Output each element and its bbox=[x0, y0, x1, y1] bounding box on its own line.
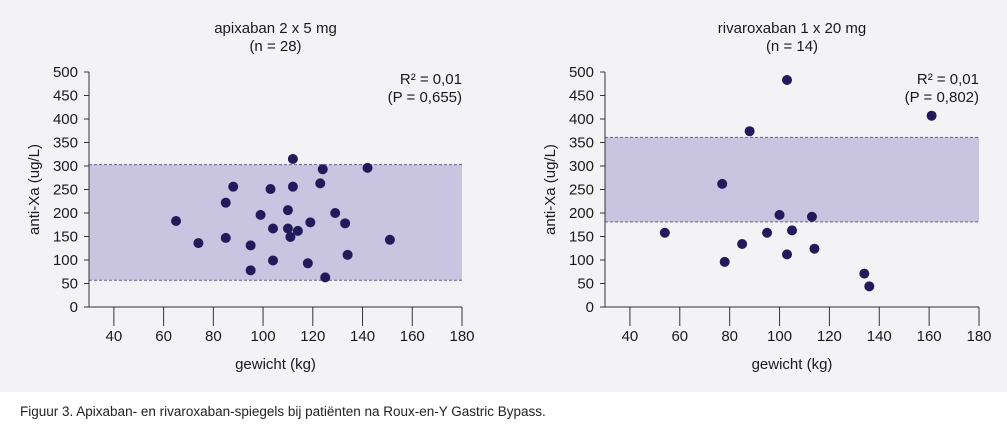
chart1-y-tick-label: 200 bbox=[53, 205, 78, 222]
chart1-data-point bbox=[342, 249, 353, 260]
chart1-y-tick-label: 450 bbox=[53, 88, 78, 105]
chart1-x-tick-label: 140 bbox=[350, 328, 375, 345]
chart1-y-tick-label: 50 bbox=[61, 276, 78, 293]
chart2-data-point bbox=[782, 249, 793, 260]
chart1-y-axis-label: anti-Xa (ug/L) bbox=[26, 144, 43, 235]
chart1-x-tick-label: 100 bbox=[251, 328, 276, 345]
chart2-x-tick-label: 160 bbox=[917, 328, 942, 345]
chart1-data-point bbox=[340, 218, 351, 229]
chart2-x-tick-label: 40 bbox=[622, 328, 639, 345]
chart1-data-point bbox=[220, 197, 231, 208]
chart1-data-point bbox=[220, 232, 231, 243]
figure-caption: Figuur 3. Apixaban- en rivaroxaban-spieg… bbox=[20, 404, 546, 419]
chart1-y-tick-label: 100 bbox=[53, 252, 78, 269]
chart1-y-tick-label: 350 bbox=[53, 135, 78, 152]
chart2-data-point bbox=[806, 211, 817, 222]
chart1-y-tick-label: 250 bbox=[53, 182, 78, 199]
chart1-data-point bbox=[330, 208, 341, 218]
chart1-data-point bbox=[282, 205, 293, 216]
chart2-x-tick-label: 100 bbox=[767, 328, 792, 345]
chart1-data-point bbox=[302, 258, 313, 269]
chart2-data-point bbox=[659, 227, 670, 238]
chart2-x-axis-label: gewicht (kg) bbox=[752, 356, 833, 373]
chart2-x-tick-label: 180 bbox=[966, 328, 991, 345]
chart1-data-point bbox=[292, 225, 303, 236]
chart1-x-tick-label: 180 bbox=[449, 328, 474, 345]
chart2-title: rivaroxaban 1 x 20 mg bbox=[718, 20, 866, 37]
chart1-x-tick-label: 40 bbox=[106, 328, 123, 345]
chart1-x-tick-label: 120 bbox=[300, 328, 325, 345]
chart2-x-tick-label: 60 bbox=[671, 328, 688, 345]
chart1-title: apixaban 2 x 5 mg bbox=[214, 20, 337, 37]
chart1-x-tick-label: 160 bbox=[400, 328, 425, 345]
chart2-data-point bbox=[774, 209, 785, 220]
chart1-data-point bbox=[268, 223, 279, 234]
chart2-data-point bbox=[782, 74, 793, 85]
chart2-y-tick-label: 200 bbox=[569, 205, 594, 222]
chart2-y-tick-label: 500 bbox=[569, 64, 594, 81]
chart1-data-point bbox=[282, 223, 293, 234]
chart2-data-point bbox=[737, 239, 748, 250]
chart2-x-tick-label: 80 bbox=[721, 328, 738, 345]
chart1-y-tick-label: 500 bbox=[53, 64, 78, 81]
chart1-data-point bbox=[287, 153, 298, 164]
chart2-reference-band bbox=[605, 137, 979, 222]
chart2-y-tick-label: 150 bbox=[569, 229, 594, 246]
chart1-data-point bbox=[384, 234, 395, 245]
chart2-data-point bbox=[787, 225, 797, 236]
chart2-annotation-r2: R² = 0,01 bbox=[917, 71, 979, 88]
chart1-data-point bbox=[320, 272, 331, 283]
chart2-annotation-p: (P = 0,802) bbox=[905, 89, 979, 106]
chart1-x-tick-label: 60 bbox=[155, 328, 172, 345]
chart2-subtitle: (n = 14) bbox=[766, 38, 818, 55]
chart1-y-tick-label: 300 bbox=[53, 158, 78, 175]
chart1-subtitle: (n = 28) bbox=[249, 38, 301, 55]
chart1-data-point bbox=[228, 181, 239, 192]
charts-svg: apixaban 2 x 5 mg(n = 28) 0 50 100 150 200 250… bbox=[26, 20, 992, 373]
chart2-data-point bbox=[809, 243, 820, 254]
chart1-annotation-r2: R² = 0,01 bbox=[400, 71, 462, 88]
chart2-data-point bbox=[762, 227, 773, 238]
chart2-data-point bbox=[926, 110, 937, 121]
chart1-data-point bbox=[171, 215, 182, 226]
chart1-y-tick-label: 400 bbox=[53, 111, 78, 128]
chart2-y-tick-label: 450 bbox=[569, 88, 594, 105]
chart1-annotation-p: (P = 0,655) bbox=[388, 89, 462, 106]
chart2-y-tick-label: 0 bbox=[586, 299, 594, 316]
chart2-data-point bbox=[717, 178, 728, 189]
chart1-data-point bbox=[245, 240, 256, 251]
chart1-data-point bbox=[268, 255, 279, 266]
chart2-y-tick-label: 400 bbox=[569, 111, 594, 128]
chart2-x-tick-label: 120 bbox=[817, 328, 842, 345]
chart1-x-axis-label: gewicht (kg) bbox=[235, 356, 316, 373]
chart2-y-tick-label: 300 bbox=[569, 158, 594, 175]
chart2-y-tick-label: 50 bbox=[577, 276, 594, 293]
chart1-x-tick-label: 80 bbox=[205, 328, 222, 345]
chart1-y-tick-label: 0 bbox=[70, 299, 78, 316]
chart1-data-point bbox=[317, 164, 328, 175]
chart2-x-tick-label: 140 bbox=[867, 328, 892, 345]
chart2-data-point bbox=[719, 256, 730, 267]
chart2-data-point bbox=[859, 268, 870, 279]
chart1-data-point bbox=[265, 184, 276, 195]
chart1-data-point bbox=[255, 209, 266, 220]
chart2-data-point bbox=[864, 281, 875, 292]
chart1-data-point bbox=[305, 217, 316, 228]
chart1-data-point bbox=[287, 181, 298, 192]
chart2-y-tick-label: 350 bbox=[569, 135, 594, 152]
chart1-data-point bbox=[245, 265, 256, 276]
chart2-data-point bbox=[744, 126, 755, 137]
chart2-y-tick-label: 250 bbox=[569, 182, 594, 199]
chart1-data-point bbox=[362, 162, 373, 173]
chart1-data-point bbox=[193, 238, 204, 249]
chart1-data-point bbox=[315, 178, 326, 189]
chart1-y-tick-label: 150 bbox=[53, 229, 78, 246]
chart2-y-axis-label: anti-Xa (ug/L) bbox=[542, 144, 559, 235]
chart1-data-point bbox=[285, 231, 296, 242]
chart2-y-tick-label: 100 bbox=[569, 252, 594, 269]
